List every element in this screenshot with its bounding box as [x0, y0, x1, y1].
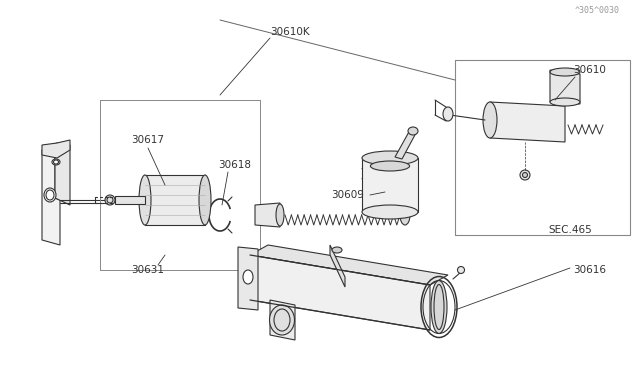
Polygon shape: [42, 143, 70, 152]
Polygon shape: [42, 150, 60, 245]
Ellipse shape: [443, 107, 453, 121]
Polygon shape: [42, 140, 70, 158]
Polygon shape: [55, 145, 70, 205]
Polygon shape: [250, 255, 430, 330]
Ellipse shape: [550, 98, 580, 106]
Ellipse shape: [520, 170, 530, 180]
Ellipse shape: [332, 247, 342, 253]
Polygon shape: [395, 130, 416, 159]
Text: 30610: 30610: [573, 65, 607, 75]
Ellipse shape: [276, 204, 284, 226]
Polygon shape: [330, 245, 345, 287]
Text: SEC.465: SEC.465: [548, 225, 592, 235]
Ellipse shape: [371, 161, 410, 171]
Ellipse shape: [431, 280, 447, 334]
Text: 30617: 30617: [131, 135, 164, 145]
Ellipse shape: [362, 151, 418, 165]
Text: 30618: 30618: [218, 160, 252, 170]
Text: 30610K: 30610K: [270, 27, 310, 37]
Text: 30616: 30616: [573, 265, 607, 275]
Ellipse shape: [105, 195, 115, 205]
Ellipse shape: [199, 175, 211, 225]
Ellipse shape: [269, 305, 294, 335]
Polygon shape: [238, 247, 258, 310]
Text: 30609: 30609: [332, 190, 364, 200]
Ellipse shape: [550, 68, 580, 76]
Polygon shape: [115, 196, 145, 204]
Ellipse shape: [408, 127, 418, 135]
Ellipse shape: [44, 188, 56, 202]
Polygon shape: [270, 300, 295, 340]
Ellipse shape: [522, 173, 527, 177]
Ellipse shape: [400, 205, 410, 225]
Polygon shape: [145, 175, 205, 225]
Ellipse shape: [483, 102, 497, 138]
Ellipse shape: [52, 159, 60, 165]
Ellipse shape: [243, 270, 253, 284]
Polygon shape: [490, 102, 565, 142]
Text: ^305^0030: ^305^0030: [575, 6, 620, 15]
Polygon shape: [550, 70, 580, 104]
Ellipse shape: [458, 266, 465, 273]
Text: 30631: 30631: [131, 265, 164, 275]
Polygon shape: [255, 203, 280, 227]
Polygon shape: [250, 245, 448, 285]
Ellipse shape: [139, 175, 151, 225]
Ellipse shape: [362, 205, 418, 219]
Polygon shape: [362, 158, 418, 212]
